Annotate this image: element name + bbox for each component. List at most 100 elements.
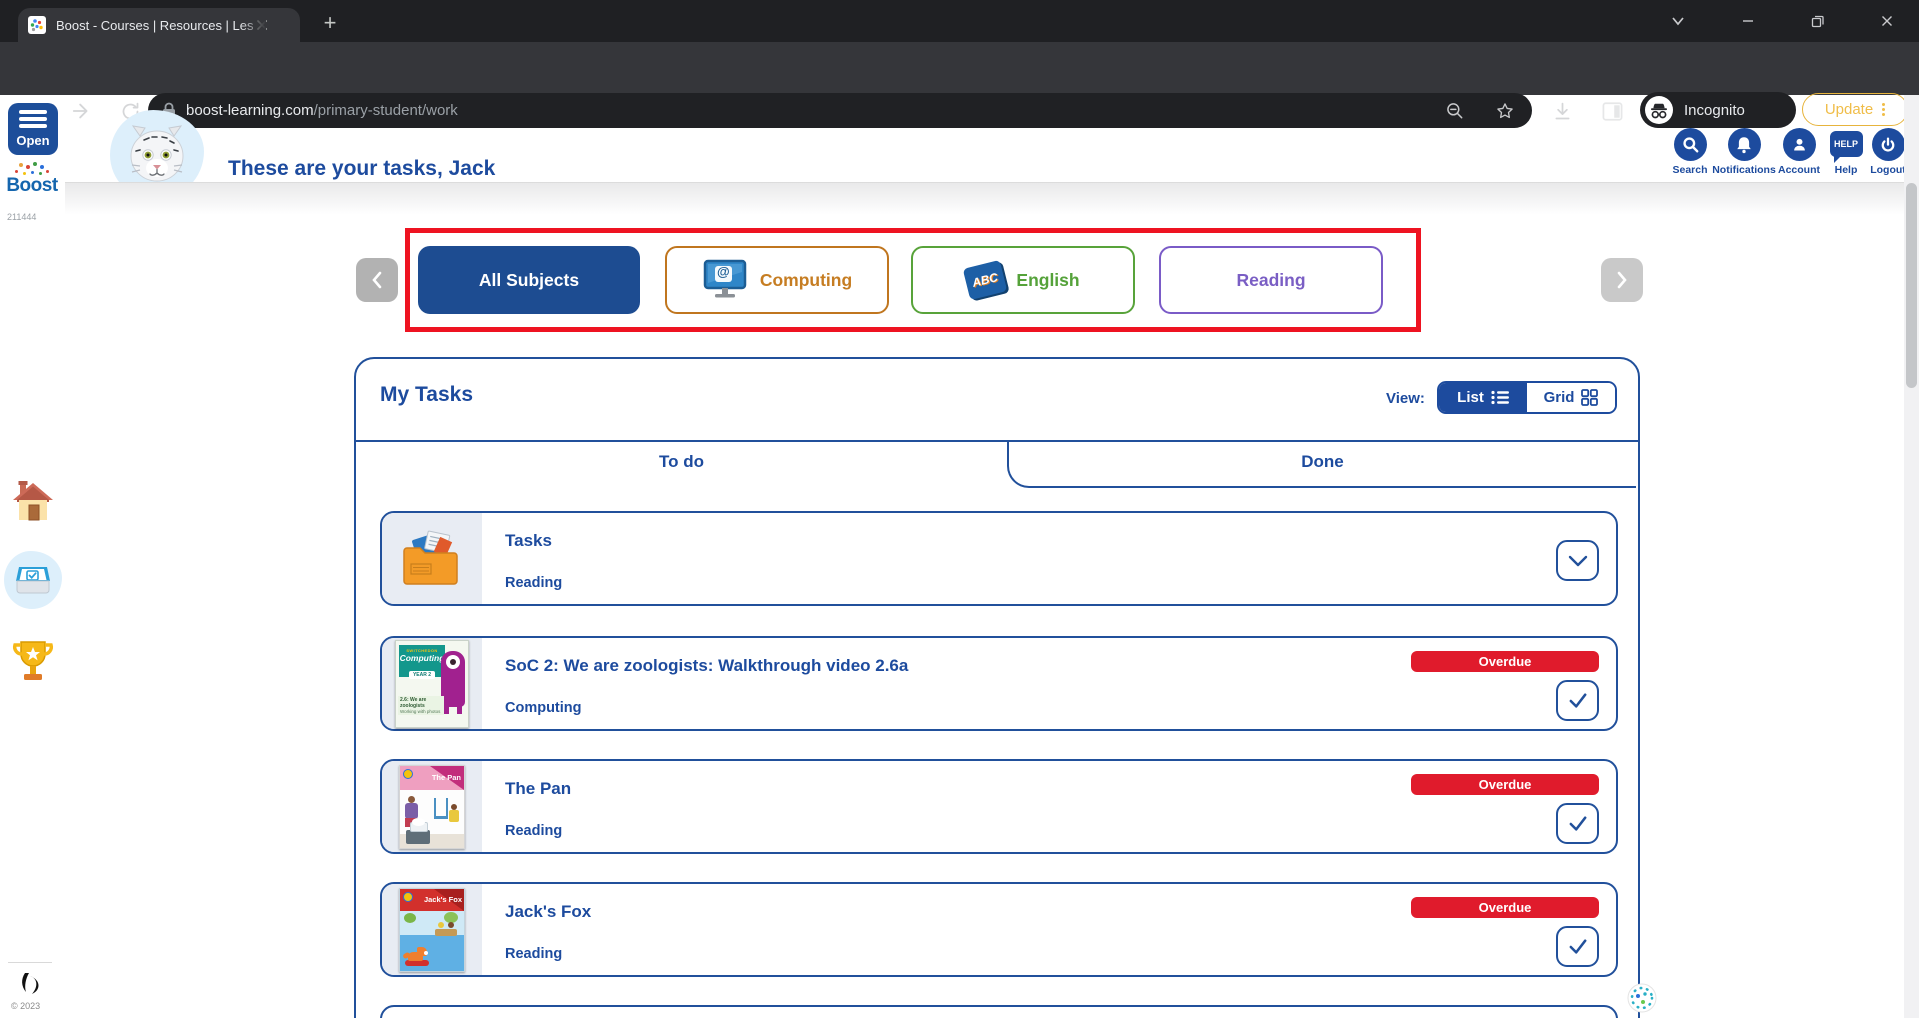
- sidebar-footer-divider: [8, 962, 52, 963]
- home-icon: [12, 481, 53, 521]
- hamburger-icon: [19, 110, 47, 114]
- english-abc-book-icon: ABC: [963, 259, 1008, 301]
- close-window-button[interactable]: [1870, 6, 1904, 36]
- url-domain: boost-learning.com: [186, 102, 314, 119]
- tab-done-underline: [1007, 440, 1636, 488]
- tab-strip: Boost - Courses | Resources | Les +: [0, 0, 1919, 42]
- jacks-fox-cover: Jack's Fox: [399, 887, 465, 972]
- view-list-button[interactable]: List: [1439, 383, 1527, 412]
- boost-logo: Boost: [2, 162, 62, 206]
- grid-icon: [1581, 389, 1599, 406]
- task-row-jacks-fox[interactable]: Jack's Fox Jack's Fox Reading Over: [380, 882, 1618, 977]
- header-divider: [65, 182, 1904, 183]
- copyright: © 2023: [11, 1001, 41, 1011]
- help-icon: HELP: [1829, 131, 1863, 163]
- checkmark-icon: [1569, 938, 1586, 954]
- notifications-icon: [1727, 128, 1761, 161]
- task-row-tasks[interactable]: Tasks Reading: [380, 511, 1618, 606]
- mark-done-checkbox[interactable]: [1556, 926, 1599, 967]
- tab-title-fade: [240, 16, 266, 38]
- logout-icon: [1871, 128, 1905, 161]
- incognito-label: Incognito: [1684, 101, 1745, 119]
- minimize-button[interactable]: [1731, 6, 1765, 36]
- browser-menu-icon[interactable]: [1882, 101, 1886, 118]
- task-row-soc2[interactable]: SWITCHEDON Computing YEAR 2 2.6: We are …: [380, 636, 1618, 731]
- checkmark-icon: [1569, 692, 1586, 708]
- subject-filter-english[interactable]: ABC English: [911, 246, 1135, 314]
- carousel-prev-button[interactable]: [356, 258, 398, 302]
- folder-icon: [403, 530, 458, 585]
- download-icon[interactable]: [1548, 97, 1576, 125]
- search-icon: [1673, 128, 1707, 161]
- open-label: Open: [16, 133, 50, 148]
- overdue-badge: Overdue: [1411, 774, 1599, 795]
- tab-search-icon[interactable]: [1661, 6, 1695, 36]
- sidebar-item-rewards[interactable]: [0, 638, 65, 686]
- forward-icon[interactable]: [67, 96, 97, 126]
- expand-button[interactable]: [1556, 540, 1599, 581]
- tabbar-top-border: [356, 440, 1638, 442]
- computing-cover: SWITCHEDON Computing YEAR 2 2.6: We are …: [395, 639, 469, 728]
- subject-filter-reading[interactable]: Reading: [1159, 246, 1383, 314]
- computing-monitor-icon: @: [702, 259, 748, 301]
- zoom-out-icon[interactable]: [1441, 97, 1469, 125]
- header-action-account[interactable]: Account: [1771, 128, 1827, 176]
- chevron-down-icon: [1568, 555, 1587, 566]
- sidebar-item-tasks[interactable]: [0, 551, 65, 609]
- header-action-help[interactable]: HELP Help: [1823, 128, 1869, 176]
- view-label: View:: [1386, 390, 1425, 407]
- panel-title: My Tasks: [380, 383, 473, 406]
- view-toggle: List Grid: [1437, 381, 1617, 414]
- header-action-logout[interactable]: Logout: [1861, 128, 1915, 176]
- tab-title: Boost - Courses | Resources | Les: [56, 17, 254, 33]
- task-thumbnail: The Pan: [382, 761, 482, 852]
- overdue-badge: Overdue: [1411, 897, 1599, 918]
- task-row-the-pan[interactable]: The Pan The Pan Reading Overdue: [380, 759, 1618, 854]
- the-pan-cover: The Pan: [399, 764, 465, 849]
- subject-filter-all[interactable]: All Subjects: [418, 246, 640, 314]
- task-thumbnail: SWITCHEDON Computing YEAR 2 2.6: We are …: [382, 638, 482, 729]
- restore-button[interactable]: [1800, 6, 1834, 36]
- sidebar-code: 211444: [7, 212, 37, 222]
- active-nav-highlight: [3, 551, 62, 609]
- update-label: Update: [1824, 101, 1874, 118]
- mark-done-checkbox[interactable]: [1556, 803, 1599, 844]
- header-shadow: [65, 183, 1904, 215]
- header-action-search[interactable]: Search: [1662, 128, 1718, 176]
- mark-done-checkbox[interactable]: [1556, 680, 1599, 721]
- tasks-icon: [15, 567, 50, 594]
- trophy-icon: [12, 641, 53, 680]
- task-thumbnail: [382, 513, 482, 604]
- overdue-badge: Overdue: [1411, 651, 1599, 672]
- monster-mascot: [441, 650, 465, 714]
- incognito-badge: Incognito: [1640, 92, 1796, 128]
- view-grid-button[interactable]: Grid: [1527, 383, 1615, 412]
- header-action-notifications[interactable]: Notifications: [1711, 128, 1777, 176]
- update-button[interactable]: Update: [1802, 93, 1908, 126]
- incognito-icon: [1645, 96, 1673, 124]
- carousel-next-button[interactable]: [1601, 258, 1643, 302]
- subject-filter-computing[interactable]: @ Computing: [665, 246, 889, 314]
- task-row-partial: [380, 1005, 1618, 1018]
- new-tab-button[interactable]: +: [323, 10, 337, 35]
- my-tasks-panel: My Tasks View: List Grid: [354, 357, 1640, 1018]
- sidebar-item-home[interactable]: [0, 478, 65, 522]
- browser-tab[interactable]: Boost - Courses | Resources | Les: [18, 8, 300, 42]
- bookmark-star-icon[interactable]: [1491, 97, 1519, 125]
- account-icon: [1782, 128, 1816, 161]
- cookie-widget-icon[interactable]: [1626, 982, 1658, 1018]
- task-thumbnail: Jack's Fox: [382, 884, 482, 975]
- browser-toolbar: boost-learning.com/primary-student/work: [0, 42, 1919, 128]
- boost-wordmark: Boost: [6, 175, 58, 196]
- side-panel-icon[interactable]: [1598, 97, 1626, 125]
- boost-favicon: [28, 16, 46, 34]
- page-greeting: These are your tasks, Jack: [228, 157, 496, 180]
- page-scrollbar-thumb[interactable]: [1906, 183, 1917, 388]
- sidebar-open-button[interactable]: Open: [8, 103, 58, 155]
- tab-done[interactable]: Done: [1301, 452, 1344, 471]
- url-bar[interactable]: boost-learning.com/primary-student/work: [148, 93, 1532, 128]
- tab-todo[interactable]: To do: [659, 452, 704, 471]
- checkmark-icon: [1569, 815, 1586, 831]
- url-path: /primary-student/work: [313, 102, 458, 119]
